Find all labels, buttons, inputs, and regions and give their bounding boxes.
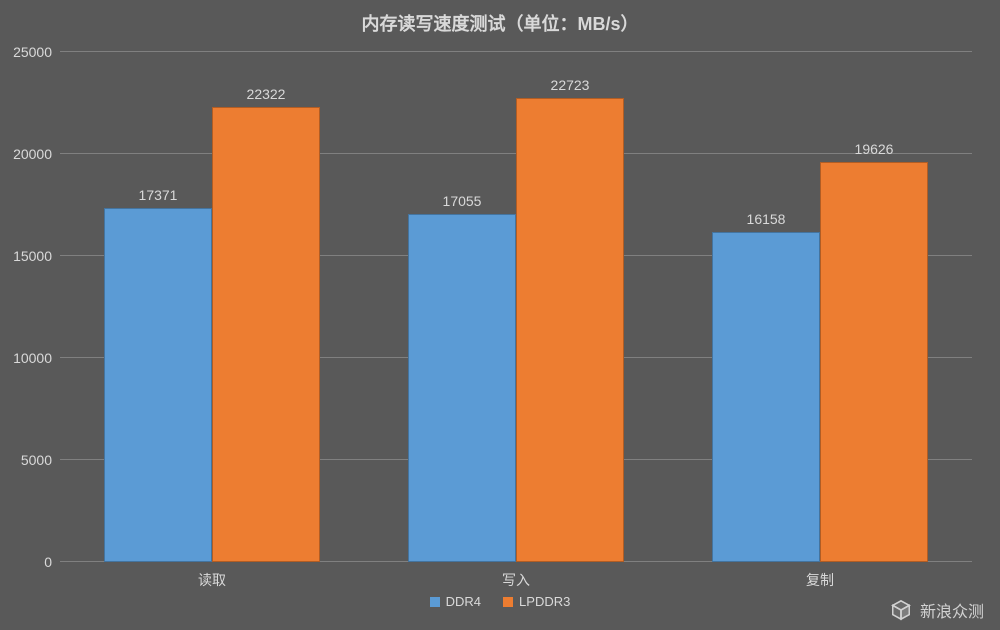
bar: 17055: [408, 214, 516, 562]
xtick-label: 写入: [502, 562, 530, 590]
ytick-label: 0: [44, 554, 60, 570]
legend-swatch: [430, 597, 440, 607]
bar: 22322: [212, 107, 320, 562]
bar: 19626: [820, 162, 928, 562]
bar-value-label: 16158: [747, 211, 786, 233]
bar-group: 1615819626复制: [668, 52, 972, 562]
bar-value-label: 22322: [247, 86, 286, 108]
xtick-label: 复制: [806, 562, 834, 590]
bar: 17371: [104, 208, 212, 562]
legend-label: LPDDR3: [519, 594, 570, 609]
ytick-label: 15000: [13, 248, 60, 264]
chart-title: 内存读写速度测试（单位：MB/s）: [0, 10, 1000, 36]
ytick-label: 25000: [13, 44, 60, 60]
cube-icon: [890, 599, 912, 621]
watermark-text: 新浪众测: [920, 598, 984, 622]
ytick-label: 10000: [13, 350, 60, 366]
watermark: 新浪众测: [890, 598, 984, 622]
bar-value-label: 19626: [855, 141, 894, 163]
legend-swatch: [503, 597, 513, 607]
ytick-label: 20000: [13, 146, 60, 162]
bar-value-label: 17055: [443, 193, 482, 215]
legend-item: LPDDR3: [503, 594, 570, 609]
bar-value-label: 17371: [139, 187, 178, 209]
xtick-label: 读取: [198, 562, 226, 590]
bar-group: 1705522723写入: [364, 52, 668, 562]
plot-area: 05000100001500020000250001737122322读取170…: [60, 52, 972, 562]
legend: DDR4 LPDDR3: [0, 594, 1000, 609]
ytick-label: 5000: [21, 452, 60, 468]
legend-label: DDR4: [446, 594, 481, 609]
legend-item: DDR4: [430, 594, 481, 609]
chart-container: 内存读写速度测试（单位：MB/s） 0500010000150002000025…: [0, 0, 1000, 630]
bar: 22723: [516, 98, 624, 562]
bar: 16158: [712, 232, 820, 562]
bar-group: 1737122322读取: [60, 52, 364, 562]
bar-value-label: 22723: [551, 77, 590, 99]
